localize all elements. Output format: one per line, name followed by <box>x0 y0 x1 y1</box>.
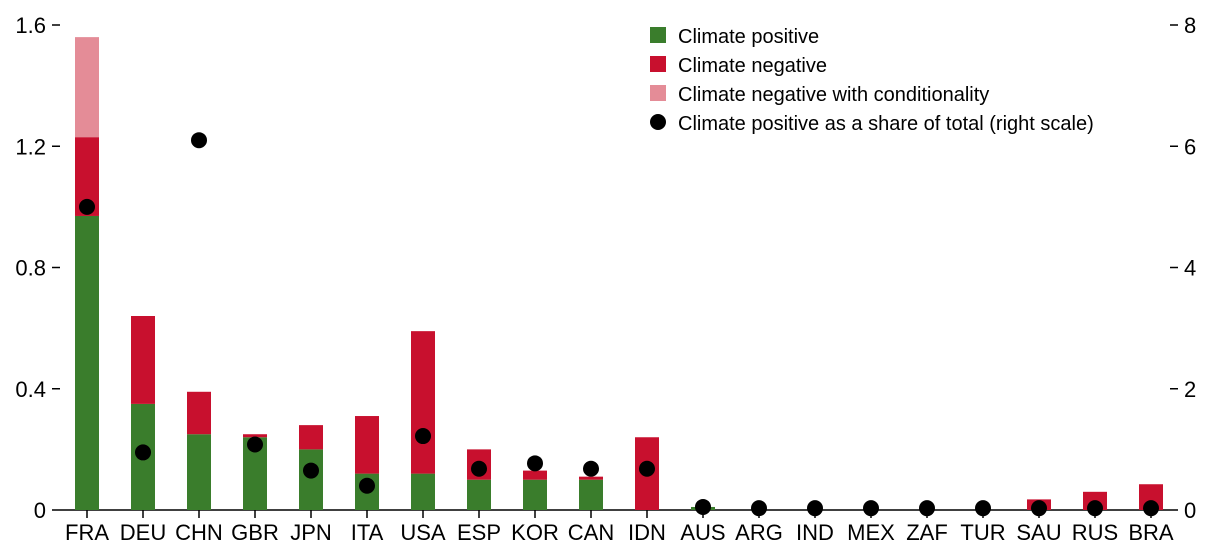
legend-swatch-0 <box>650 27 666 43</box>
dot-share-chn <box>191 132 207 149</box>
y-right-tick-label: 2 <box>1184 377 1196 402</box>
dot-share-kor <box>527 455 543 472</box>
dot-share-ita <box>359 477 375 494</box>
bar-climate-positive-jpn <box>299 449 323 510</box>
x-tick-label-kor: KOR <box>511 520 559 545</box>
bar-climate-negative-conditional-fra <box>75 37 99 138</box>
bar-climate-negative-can <box>579 476 603 480</box>
bar-climate-negative-deu <box>131 316 155 404</box>
x-tick-label-deu: DEU <box>120 520 166 545</box>
dot-share-esp <box>471 460 487 477</box>
x-tick-label-ind: IND <box>796 520 834 545</box>
dot-share-fra <box>79 198 95 215</box>
bar-climate-positive-esp <box>467 479 491 510</box>
dot-share-idn <box>639 460 655 477</box>
bar-climate-positive-usa <box>411 473 435 510</box>
bar-climate-positive-can <box>579 479 603 510</box>
bar-climate-negative-usa <box>411 331 435 474</box>
x-tick-label-gbr: GBR <box>231 520 279 545</box>
dot-share-tur <box>975 500 991 517</box>
dot-share-usa <box>415 428 431 445</box>
x-tick-label-idn: IDN <box>628 520 666 545</box>
dot-share-bra <box>1143 500 1159 517</box>
y-left-tick-label: 1.2 <box>15 134 46 159</box>
legend-swatch-1 <box>650 56 666 72</box>
x-tick-label-chn: CHN <box>175 520 223 545</box>
x-tick-label-rus: RUS <box>1072 520 1118 545</box>
legend-label-0: Climate positive <box>678 26 819 48</box>
dot-share-arg <box>751 500 767 517</box>
dot-share-zaf <box>919 500 935 517</box>
legend-dot <box>650 114 666 130</box>
dot-share-can <box>583 460 599 477</box>
legend-label-1: Climate negative <box>678 55 827 77</box>
dot-share-jpn <box>303 462 319 479</box>
dot-share-ind <box>807 500 823 517</box>
dot-share-sau <box>1031 500 1047 517</box>
y-right-tick-label: 8 <box>1184 13 1196 38</box>
dot-share-rus <box>1087 500 1103 517</box>
x-tick-label-mex: MEX <box>847 520 895 545</box>
x-tick-label-arg: ARG <box>735 520 783 545</box>
dot-share-aus <box>695 498 711 515</box>
bar-climate-negative-gbr <box>243 434 267 438</box>
x-tick-label-esp: ESP <box>457 520 501 545</box>
y-left-tick-label: 0.4 <box>15 377 46 402</box>
bar-climate-negative-chn <box>187 391 211 435</box>
x-tick-label-ita: ITA <box>351 520 384 545</box>
bar-climate-positive-kor <box>523 479 547 510</box>
y-right-tick-label: 4 <box>1184 256 1196 281</box>
bar-climate-negative-jpn <box>299 425 323 450</box>
x-tick-label-bra: BRA <box>1128 520 1174 545</box>
x-tick-label-sau: SAU <box>1016 520 1061 545</box>
dot-share-mex <box>863 500 879 517</box>
bar-climate-positive-fra <box>75 215 99 510</box>
legend-swatch-2 <box>650 85 666 101</box>
y-left-tick-label: 1.6 <box>15 13 46 38</box>
x-tick-label-fra: FRA <box>65 520 109 545</box>
x-tick-label-zaf: ZAF <box>906 520 948 545</box>
dot-share-deu <box>135 444 151 461</box>
y-right-tick-label: 6 <box>1184 134 1196 159</box>
legend-label-3: Climate positive as a share of total (ri… <box>678 113 1094 135</box>
x-tick-label-can: CAN <box>568 520 614 545</box>
y-left-tick-label: 0.8 <box>15 256 46 281</box>
bar-climate-negative-ita <box>355 416 379 474</box>
x-tick-label-aus: AUS <box>680 520 725 545</box>
x-tick-label-usa: USA <box>400 520 446 545</box>
y-left-tick-label: 0 <box>34 498 46 523</box>
bar-climate-positive-chn <box>187 434 211 510</box>
y-right-tick-label: 0 <box>1184 498 1196 523</box>
x-tick-label-tur: TUR <box>960 520 1005 545</box>
legend-label-2: Climate negative with conditionality <box>678 84 989 106</box>
dot-share-gbr <box>247 436 263 453</box>
bar-climate-negative-kor <box>523 470 547 480</box>
x-tick-label-jpn: JPN <box>290 520 332 545</box>
